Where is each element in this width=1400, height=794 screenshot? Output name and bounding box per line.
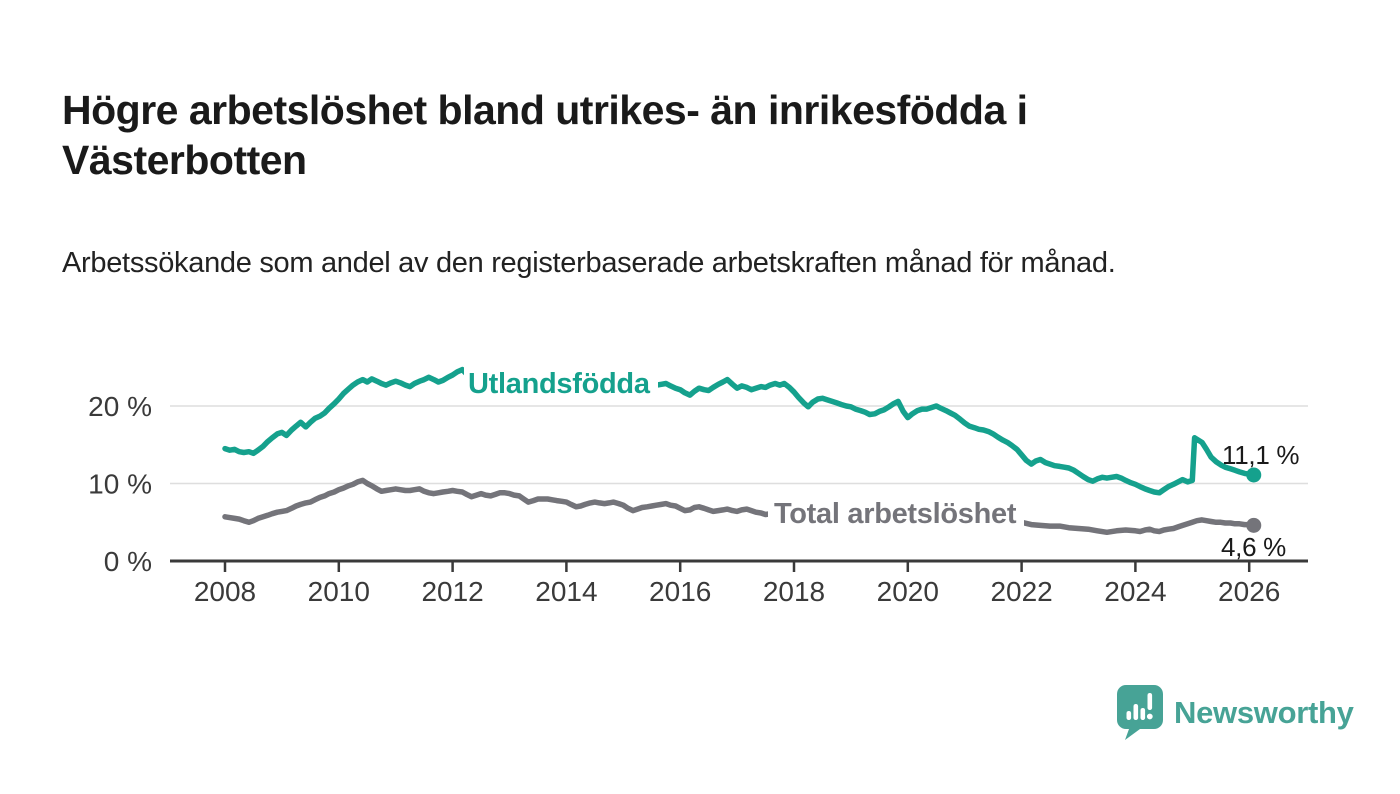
x-tick-label: 2008 [194,576,256,607]
y-tick-label: 20 % [88,391,152,422]
page-title: Högre arbetslöshet bland utrikes- än inr… [62,87,1028,184]
series-label-total-arbetsloshet: Total arbetslöshet [768,496,1025,535]
x-tick-label: 2026 [1218,576,1280,607]
series-label-utlandsfodda: Utlandsfödda [464,366,658,405]
x-tick-label: 2020 [877,576,939,607]
x-tick-label: 2010 [308,576,370,607]
x-tick-label: 2016 [649,576,711,607]
series-line-total [222,477,1257,536]
x-tick-label: 2014 [535,576,597,607]
x-tick-label: 2024 [1104,576,1166,607]
series-end-dot-total [1246,517,1262,533]
chart-subtitle: Arbetssökande som andel av den registerb… [62,247,1116,279]
y-tick-label: 10 % [88,469,152,500]
y-tick-label: 0 % [104,546,152,577]
x-tick-label: 2018 [763,576,825,607]
series-line-utlandsfodda [222,366,1257,496]
newsworthy-bubble-icon [1117,685,1163,740]
x-tick-label: 2012 [421,576,483,607]
x-tick-label: 2022 [990,576,1052,607]
end-value-utlandsfodda: 11,1 % [1222,440,1300,470]
series-end-dot-utlandsfodda [1246,467,1262,483]
newsworthy-wordmark: Newsworthy [1174,695,1354,730]
newsworthy-logo: Newsworthy [1116,684,1354,742]
end-value-total-arbetsloshet: 4,6 % [1221,532,1286,562]
